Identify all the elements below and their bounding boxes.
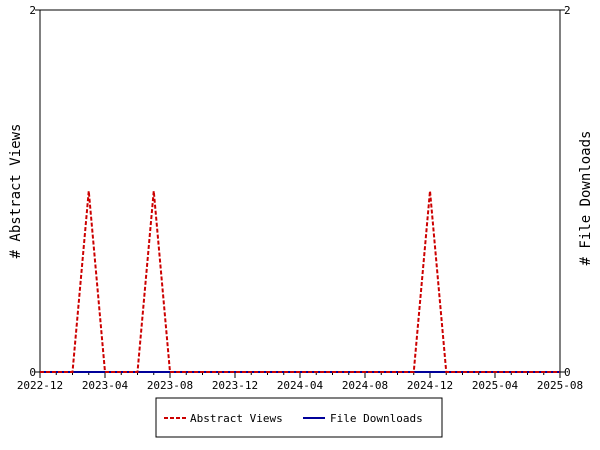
y-axis-right-title: # File Downloads xyxy=(578,131,594,266)
plot-area xyxy=(39,9,561,373)
y-right-tick-label: 0 xyxy=(564,366,571,379)
series-layer xyxy=(40,190,560,373)
x-tick-label: 2023-08 xyxy=(147,379,193,392)
x-tick-label: 2022-12 xyxy=(17,379,63,392)
x-tick-label: 2023-04 xyxy=(82,379,129,392)
x-tick-label: 2025-08 xyxy=(537,379,583,392)
x-tick-label: 2023-12 xyxy=(212,379,258,392)
legend-label-abstract-views: Abstract Views xyxy=(190,412,283,425)
series-line-abstract-views xyxy=(40,190,560,373)
x-tick-label: 2024-04 xyxy=(277,379,324,392)
x-tick-label: 2024-12 xyxy=(407,379,453,392)
y-axis-left-title: # Abstract Views xyxy=(8,124,24,259)
x-axis-ticks: 2022-12 2023-04 2023-08 2023-12 2024-04 2024-… xyxy=(17,372,583,392)
legend: Abstract Views File Downloads xyxy=(155,397,443,438)
legend-box xyxy=(155,397,443,438)
y-left-tick-label: 2 xyxy=(29,4,36,17)
x-tick-label: 2025-04 xyxy=(472,379,519,392)
legend-label-file-downloads: File Downloads xyxy=(330,412,423,425)
y-axis-ticks: 0 2 0 2 xyxy=(29,4,570,379)
y-right-tick-label: 2 xyxy=(564,4,571,17)
x-tick-label: 2024-08 xyxy=(342,379,388,392)
y-left-tick-label: 0 xyxy=(29,366,36,379)
